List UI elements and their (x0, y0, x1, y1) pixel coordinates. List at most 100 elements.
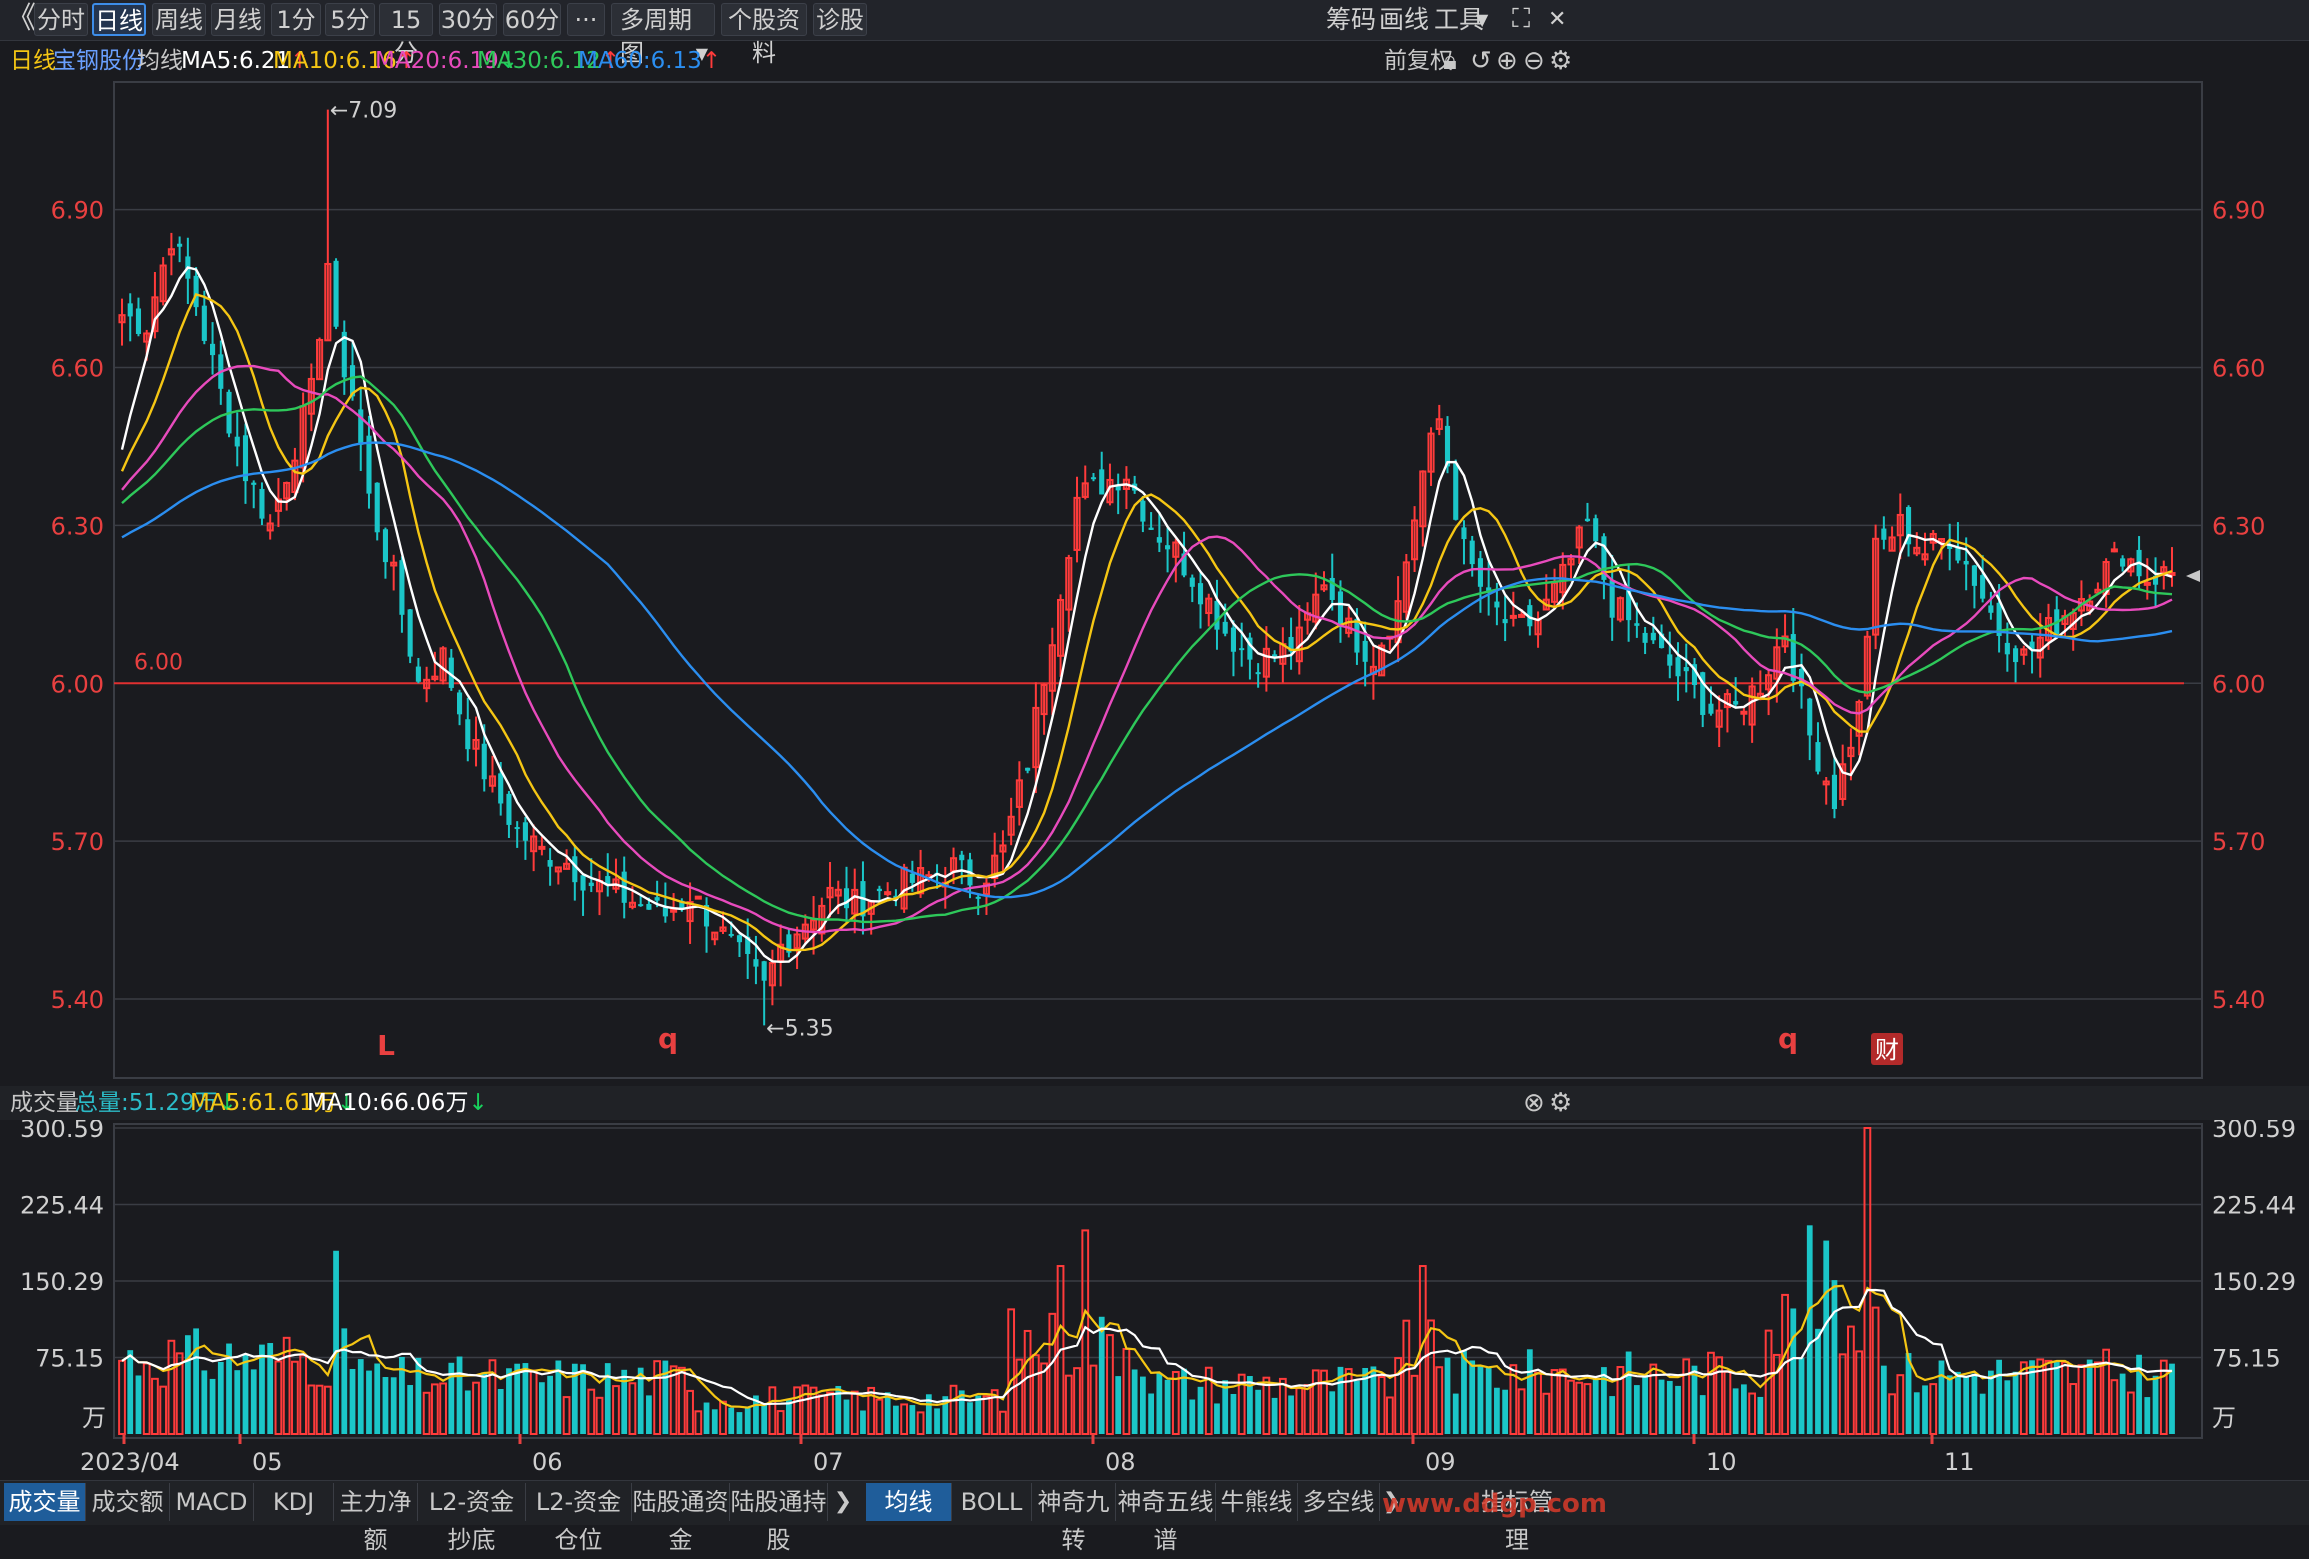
tab-turnover[interactable]: 成交额 (86, 1483, 170, 1521)
tab-hk-connect-hold[interactable]: 陆股通持股 (730, 1483, 828, 1554)
candle-body (151, 296, 159, 333)
candle-body (1691, 664, 1698, 686)
y-tick-label-right: 6.30 (2212, 512, 2265, 540)
candle-body (1181, 553, 1187, 576)
tab-kdj[interactable]: KDJ (254, 1483, 334, 1521)
more-periods-button[interactable]: ··· (567, 3, 605, 36)
volume-bar (430, 1383, 439, 1435)
candle-body (1099, 469, 1105, 495)
tab-magic-five[interactable]: 神奇五线谱 (1116, 1483, 1216, 1554)
volume-bar (1871, 1306, 1880, 1435)
candle-body (1048, 644, 1056, 692)
candle-body (719, 926, 727, 932)
tab-1min[interactable]: 1分 (271, 3, 321, 36)
volume-bar (538, 1382, 545, 1434)
volume-bar (1502, 1389, 1509, 1434)
candlestick-chart[interactable]: 6.90 6.90 6.60 6.60 6.30 6.30 6.00 6.00 5.70 5.70… (0, 78, 2309, 1084)
undo-icon[interactable]: ↺ (1470, 46, 1492, 76)
gear-icon[interactable]: ⚙ (1549, 1088, 1573, 1118)
volume-bar (1847, 1325, 1855, 1436)
tab-main-net[interactable]: 主力净额 (334, 1483, 418, 1554)
zoom-in-icon[interactable]: ⊕ (1496, 46, 1518, 76)
lock-icon[interactable]: 🔒︎ (1443, 46, 1457, 76)
volume-bar (1197, 1386, 1204, 1434)
chevron-right-icon[interactable]: ❯ (1382, 1489, 1402, 1514)
tab-bull-bear[interactable]: 牛熊线 (1216, 1483, 1298, 1521)
volume-bar (2144, 1397, 2151, 1434)
y-tick-label-left: 6.60 (51, 354, 104, 382)
zoom-out-icon[interactable]: ⊖ (1523, 46, 1545, 76)
volume-bar (1148, 1393, 1154, 1434)
multi-period-dropdown[interactable]: 多周期图 ▼ (611, 3, 715, 67)
candle-body (605, 876, 611, 886)
tab-magic-nine[interactable]: 神奇九转 (1032, 1483, 1116, 1554)
candle-body (1733, 701, 1739, 705)
tab-l2-bottom[interactable]: L2-资金抄底 (418, 1483, 526, 1554)
candle-body (2013, 648, 2019, 663)
candle-body (1996, 602, 2002, 636)
tab-rixian[interactable]: 日线 (92, 3, 146, 36)
volume-bar (506, 1368, 512, 1434)
volume-bar (637, 1367, 644, 1434)
volume-chart[interactable]: 300.59 300.59 225.44 225.44 150.29 150.29 75.1… (0, 1120, 2309, 1480)
arrow-up-icon: ↑ (290, 48, 310, 74)
volume-bar (1106, 1334, 1114, 1435)
volume-bar (1723, 1370, 1732, 1436)
volume-bar (242, 1354, 249, 1434)
tab-fenshi[interactable]: 分时 (34, 3, 88, 36)
candle-body (1329, 577, 1335, 600)
candle-body (1090, 477, 1097, 480)
back-icon[interactable]: 《 (6, 1, 36, 36)
candle-body (1955, 547, 1961, 561)
tab-macd[interactable]: MACD (170, 1483, 254, 1521)
tab-15min[interactable]: 15分 (379, 3, 433, 67)
candle-body (1971, 565, 1977, 586)
tab-yuexian[interactable]: 月线 (211, 3, 265, 36)
tab-volume[interactable]: 成交量 (4, 1483, 86, 1521)
close-icon[interactable]: ✕ (1548, 7, 1567, 32)
stock-name[interactable]: 宝钢股份 (53, 48, 145, 74)
chips-button[interactable]: 筹码 (1326, 5, 1377, 34)
stock-info-button[interactable]: 个股资料 (721, 3, 807, 67)
chevron-down-icon[interactable]: ▼ (1476, 10, 1489, 29)
candle-body (753, 959, 759, 967)
volume-label[interactable]: 成交量 (10, 1090, 79, 1116)
chevron-right-icon[interactable]: ❯ (833, 1489, 853, 1514)
adjust-label[interactable]: 前复权 (1384, 48, 1453, 74)
volume-bar (768, 1386, 777, 1435)
tools-button[interactable]: 工具 (1434, 5, 1485, 34)
volume-bar (2069, 1383, 2078, 1435)
tab-long-short[interactable]: 多空线 (1298, 1483, 1380, 1521)
volume-bar (1675, 1385, 1681, 1434)
diagnose-button[interactable]: 诊股 (813, 3, 867, 36)
volume-bar (341, 1328, 348, 1434)
volume-bar (1896, 1374, 1905, 1435)
gear-icon[interactable]: ⚙ (1549, 46, 1573, 76)
tab-hk-connect-fund[interactable]: 陆股通资金 (632, 1483, 730, 1554)
x-tick-label: 06 (532, 1448, 563, 1476)
tab-zhouxian[interactable]: 周线 (152, 3, 206, 36)
chart-frame (113, 81, 2203, 1079)
candle-body (768, 962, 776, 987)
candle-body (826, 886, 834, 899)
volume-bar (1831, 1280, 1838, 1434)
tab-30min[interactable]: 30分 (439, 3, 497, 36)
candle-body (1345, 617, 1353, 634)
tab-5min[interactable]: 5分 (325, 3, 375, 36)
arrow-up-icon: ↑ (396, 48, 417, 74)
candle-body (1773, 646, 1781, 680)
indicator-label[interactable]: 均线 (137, 48, 183, 74)
candle-body (1115, 484, 1121, 491)
tab-ma[interactable]: 均线 (866, 1483, 952, 1521)
draw-line-button[interactable]: 画线 (1379, 5, 1430, 34)
tab-boll[interactable]: BOLL (952, 1483, 1032, 1521)
tab-60min[interactable]: 60分 (503, 3, 561, 36)
volume-bar (1007, 1308, 1016, 1436)
candle-body (1609, 580, 1615, 618)
fullscreen-icon[interactable]: ⛶ (1512, 4, 1531, 34)
tab-l2-position[interactable]: L2-资金仓位 (526, 1483, 632, 1554)
volume-y-tick-right: 225.44 (2212, 1192, 2296, 1220)
close-icon[interactable]: ⊗ (1523, 1088, 1545, 1118)
volume-bar (1583, 1383, 1592, 1435)
candle-body (982, 882, 991, 896)
